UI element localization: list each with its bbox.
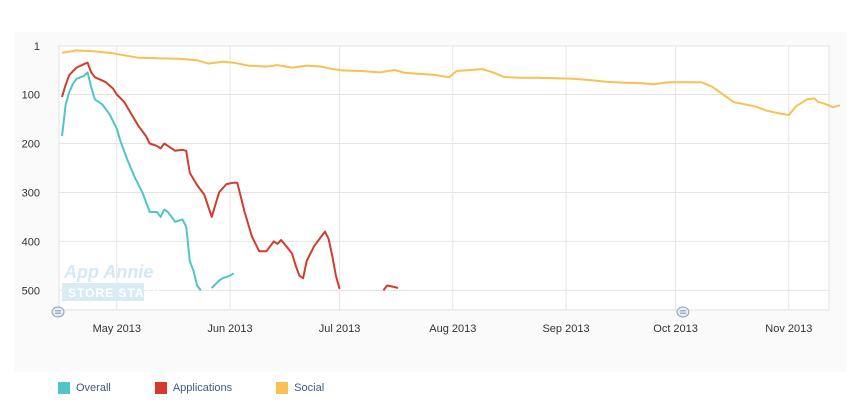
series-layer xyxy=(61,49,841,292)
legend-label-social: Social xyxy=(294,382,325,394)
watermark: App Annie STORE STATS xyxy=(62,262,161,301)
series-line-overall[interactable] xyxy=(210,272,235,289)
legend: Overall Applications Social xyxy=(58,382,368,394)
axis-layer: 1 100 200 300 400 500 May 2013 Jun 2013 Jul 2013… xyxy=(22,41,813,335)
x-tick-label: Oct 2013 xyxy=(653,323,698,335)
x-tick-label: Sep 2013 xyxy=(542,323,589,335)
x-tick-label: May 2013 xyxy=(93,323,141,335)
series-line-applications[interactable] xyxy=(61,61,341,290)
legend-item-social[interactable]: Social xyxy=(276,382,324,394)
legend-label-overall: Overall xyxy=(76,382,111,394)
rank-chart: 1 100 200 300 400 500 May 2013 Jun 2013 Jul 2013… xyxy=(22,41,841,335)
y-tick-label: 500 xyxy=(22,285,40,297)
chart-frame: 1 100 200 300 400 500 May 2013 Jun 2013 Jul 2013… xyxy=(14,32,846,394)
x-tick-label: Jun 2013 xyxy=(207,323,252,335)
legend-swatch-overall xyxy=(58,382,70,394)
watermark-app-annie: App Annie xyxy=(63,262,153,282)
event-markers xyxy=(51,306,690,318)
y-tick-label: 1 xyxy=(34,41,40,53)
event-marker-icon[interactable] xyxy=(51,306,65,318)
y-tick-label: 300 xyxy=(22,187,40,199)
legend-item-overall[interactable]: Overall xyxy=(58,382,111,394)
x-tick-label: Aug 2013 xyxy=(429,323,476,335)
legend-swatch-social xyxy=(276,382,289,394)
y-tick-label: 100 xyxy=(22,89,40,101)
grid-layer xyxy=(58,45,830,311)
series-line-social[interactable] xyxy=(61,49,841,117)
plot-area xyxy=(58,45,830,311)
legend-label-applications: Applications xyxy=(172,382,233,394)
y-tick-label: 400 xyxy=(22,236,40,248)
legend-swatch-applications xyxy=(154,382,167,394)
x-tick-label: Nov 2013 xyxy=(765,323,812,335)
watermark-badge xyxy=(62,283,144,301)
watermark-store-stats: STORE STATS xyxy=(68,286,161,300)
event-marker-icon[interactable] xyxy=(676,306,690,318)
x-tick-label: Jul 2013 xyxy=(319,323,361,335)
y-tick-label: 200 xyxy=(22,138,40,150)
series-line-applications[interactable] xyxy=(382,284,399,292)
legend-item-applications[interactable]: Applications xyxy=(154,382,233,394)
series-line-overall[interactable] xyxy=(61,71,202,292)
